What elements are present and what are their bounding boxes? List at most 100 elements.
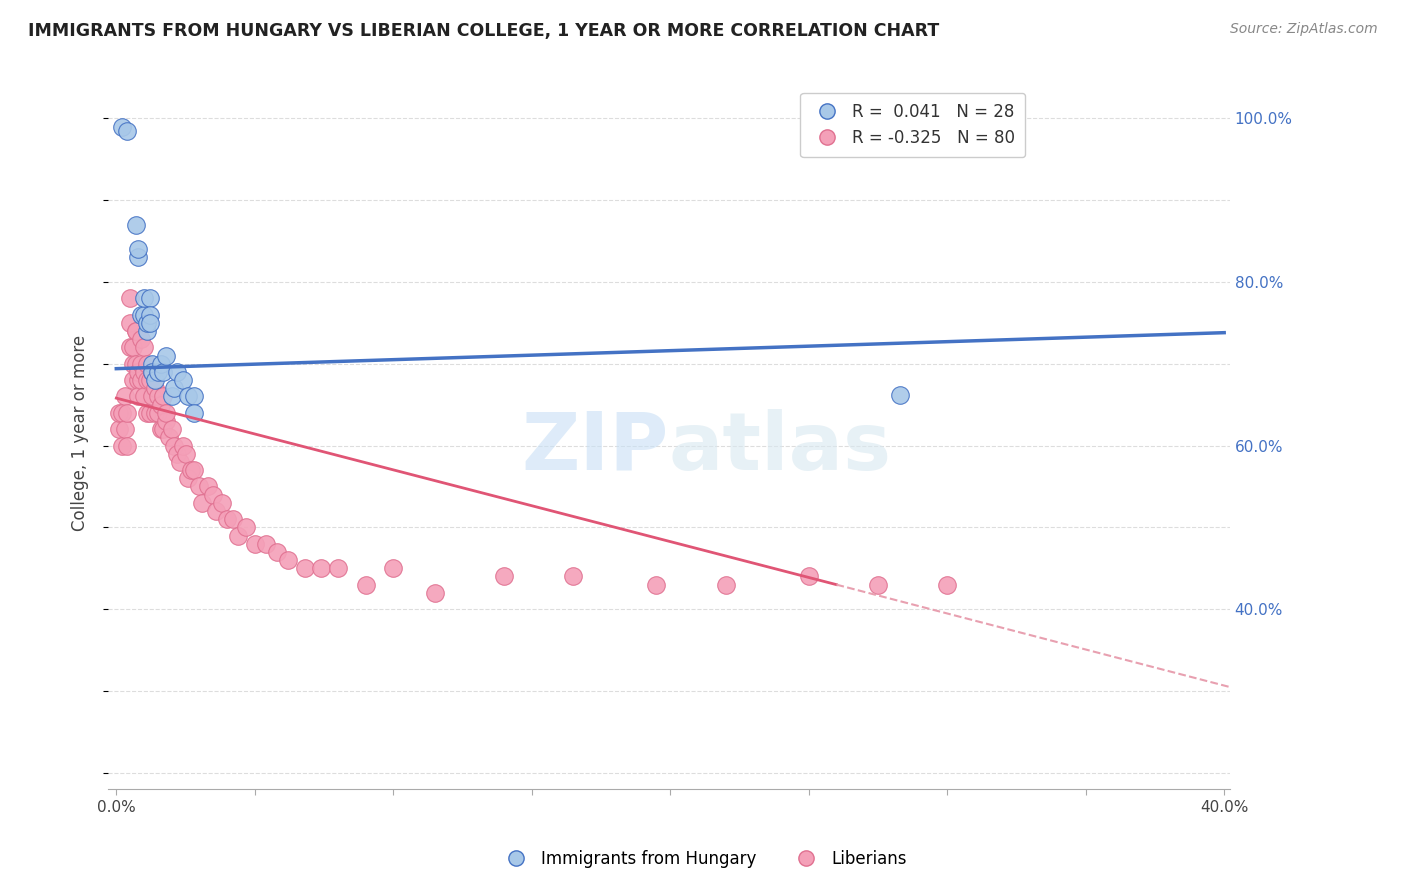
Point: [146, 365, 169, 379]
Point: [172, 439, 194, 453]
Point: [120, 316, 142, 330]
Point: [180, 463, 202, 477]
Text: atlas: atlas: [669, 409, 891, 486]
Point: [149, 398, 172, 412]
Point: [132, 308, 155, 322]
Point: [135, 357, 157, 371]
Point: [354, 577, 377, 591]
Point: [132, 365, 155, 379]
Point: [160, 389, 183, 403]
Point: [183, 406, 205, 420]
Point: [166, 365, 188, 379]
Point: [111, 439, 134, 453]
Point: [143, 373, 166, 387]
Point: [132, 340, 155, 354]
Point: [138, 316, 160, 330]
Point: [129, 308, 152, 322]
Point: [141, 365, 163, 379]
Point: [243, 537, 266, 551]
Point: [129, 373, 152, 387]
Point: [114, 389, 136, 403]
Point: [135, 373, 157, 387]
Point: [143, 406, 166, 420]
Point: [152, 365, 174, 379]
Point: [127, 251, 149, 265]
Point: [797, 569, 820, 583]
Point: [254, 537, 277, 551]
Point: [326, 561, 349, 575]
Point: [127, 242, 149, 256]
Point: [111, 406, 134, 420]
Point: [197, 479, 219, 493]
Point: [169, 455, 191, 469]
Point: [138, 291, 160, 305]
Point: [108, 406, 131, 420]
Point: [562, 569, 585, 583]
Text: IMMIGRANTS FROM HUNGARY VS LIBERIAN COLLEGE, 1 YEAR OR MORE CORRELATION CHART: IMMIGRANTS FROM HUNGARY VS LIBERIAN COLL…: [28, 22, 939, 40]
Point: [494, 569, 516, 583]
Point: [174, 447, 197, 461]
Point: [141, 389, 163, 403]
Point: [166, 447, 188, 461]
Legend: R =  0.041   N = 28, R = -0.325   N = 80: R = 0.041 N = 28, R = -0.325 N = 80: [800, 93, 1025, 157]
Point: [191, 496, 214, 510]
Point: [226, 528, 249, 542]
Point: [163, 381, 186, 395]
Point: [122, 340, 145, 354]
Point: [889, 388, 911, 402]
Point: [155, 349, 177, 363]
Point: [141, 357, 163, 371]
Point: [122, 357, 145, 371]
Point: [127, 365, 149, 379]
Point: [135, 406, 157, 420]
Point: [146, 406, 169, 420]
Text: ZIP: ZIP: [522, 409, 669, 486]
Point: [132, 291, 155, 305]
Point: [936, 577, 959, 591]
Point: [177, 471, 200, 485]
Point: [143, 381, 166, 395]
Point: [125, 218, 148, 232]
Point: [135, 324, 157, 338]
Point: [138, 308, 160, 322]
Point: [382, 561, 405, 575]
Point: [138, 373, 160, 387]
Y-axis label: College, 1 year or more: College, 1 year or more: [72, 335, 89, 532]
Point: [108, 422, 131, 436]
Point: [160, 422, 183, 436]
Point: [183, 463, 205, 477]
Point: [141, 365, 163, 379]
Point: [146, 389, 169, 403]
Point: [202, 488, 225, 502]
Point: [117, 123, 139, 137]
Point: [423, 586, 446, 600]
Point: [714, 577, 737, 591]
Point: [129, 357, 152, 371]
Point: [152, 389, 174, 403]
Point: [125, 357, 148, 371]
Point: [309, 561, 332, 575]
Point: [645, 577, 668, 591]
Point: [120, 291, 142, 305]
Point: [155, 406, 177, 420]
Point: [266, 545, 288, 559]
Point: [163, 439, 186, 453]
Point: [235, 520, 257, 534]
Point: [221, 512, 243, 526]
Point: [117, 406, 139, 420]
Legend: Immigrants from Hungary, Liberians: Immigrants from Hungary, Liberians: [492, 844, 914, 875]
Point: [277, 553, 299, 567]
Point: [211, 496, 233, 510]
Point: [177, 389, 200, 403]
Point: [205, 504, 228, 518]
Point: [183, 389, 205, 403]
Point: [120, 340, 142, 354]
Point: [125, 324, 148, 338]
Point: [155, 414, 177, 428]
Point: [149, 422, 172, 436]
Point: [866, 577, 889, 591]
Point: [135, 316, 157, 330]
Point: [117, 439, 139, 453]
Point: [129, 332, 152, 346]
Point: [217, 512, 239, 526]
